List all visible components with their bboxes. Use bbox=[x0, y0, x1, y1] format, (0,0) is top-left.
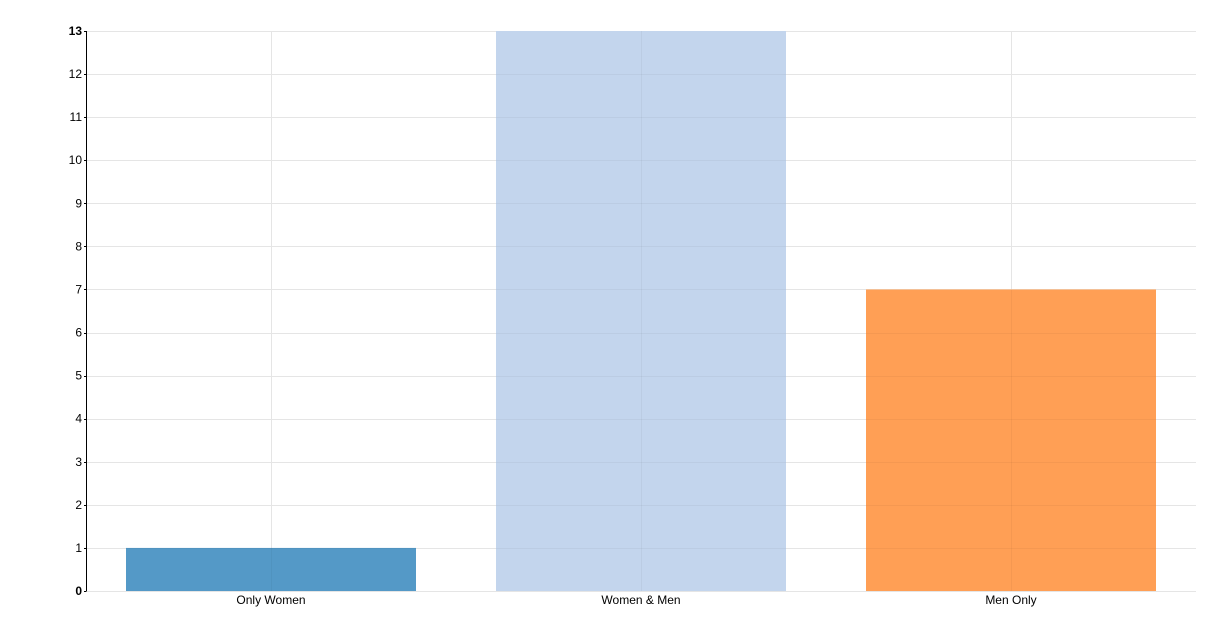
y-tick-label-10: 10 bbox=[69, 153, 83, 167]
y-tick-label-7: 7 bbox=[75, 282, 82, 296]
y-tick-label-1: 1 bbox=[75, 541, 82, 555]
y-tick-label-11: 11 bbox=[70, 110, 83, 124]
x-tick-label-2: Men Only bbox=[985, 593, 1036, 607]
y-tick-label-5: 5 bbox=[75, 369, 82, 383]
y-tick-label-4: 4 bbox=[75, 412, 82, 426]
x-tick-label-0: Only Women bbox=[236, 593, 305, 607]
y-tick-label-0: 0 bbox=[75, 584, 82, 598]
y-tick-label-2: 2 bbox=[75, 498, 82, 512]
bar-2[interactable] bbox=[866, 289, 1156, 591]
y-tick-label-6: 6 bbox=[75, 326, 82, 340]
bars bbox=[126, 31, 1156, 591]
y-tick-label-9: 9 bbox=[75, 196, 82, 210]
y-tick-label-13: 13 bbox=[69, 24, 83, 38]
bar-overlay-gridlines bbox=[126, 31, 1156, 591]
x-axis-tick-labels: Only Women Women & Men Men Only bbox=[236, 593, 1036, 607]
y-tick-label-12: 12 bbox=[69, 67, 83, 81]
y-tick-label-8: 8 bbox=[75, 239, 82, 253]
bar-1[interactable] bbox=[496, 31, 786, 591]
x-tick-label-1: Women & Men bbox=[601, 593, 680, 607]
bar-0[interactable] bbox=[126, 547, 416, 591]
y-tick-label-3: 3 bbox=[75, 455, 82, 469]
